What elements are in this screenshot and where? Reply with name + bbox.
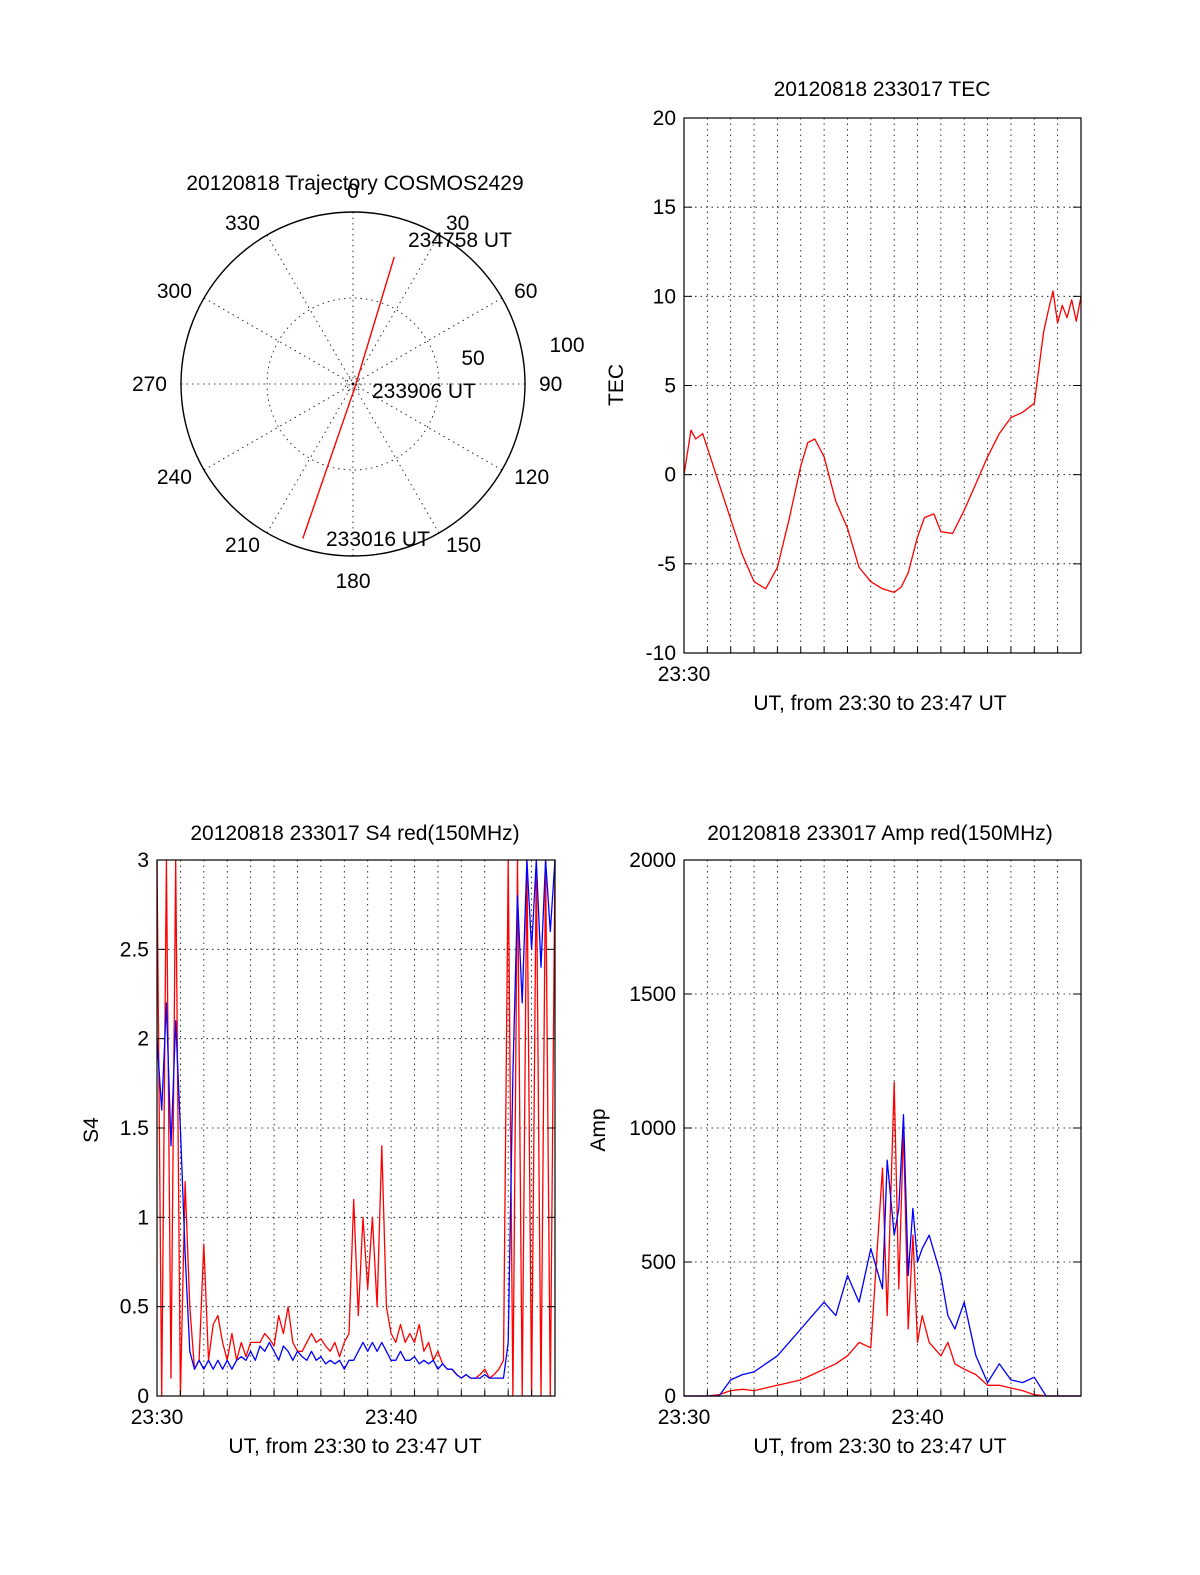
polar-trajectory-panel: 20120818 Trajectory COSMOS2429 0 30 60 90 12… bbox=[132, 172, 585, 593]
s4-series bbox=[156, 859, 556, 1397]
polar-labels: 0 30 60 90 120 150 180 210 240 270 300 330 50 100 bbox=[132, 180, 585, 593]
amp-ytick-label: 500 bbox=[641, 1251, 676, 1274]
polar-time-annotation: 234758 UT bbox=[408, 229, 512, 252]
tec-title: 20120818 233017 TEC bbox=[774, 78, 991, 101]
tec-ytick-label: 5 bbox=[664, 375, 676, 398]
polar-trajectory-line-0 bbox=[302, 256, 395, 539]
amp-ytick-label: 0 bbox=[664, 1385, 676, 1408]
polar-angle-label: 300 bbox=[157, 280, 192, 303]
polar-angle-label: 150 bbox=[446, 534, 481, 557]
polar-angle-label: 120 bbox=[514, 466, 549, 489]
s4-ytick-label: 2.5 bbox=[120, 938, 149, 961]
polar-angle-label: 90 bbox=[539, 373, 562, 396]
amp-ytick-label: 2000 bbox=[629, 849, 676, 872]
polar-ring bbox=[266, 297, 440, 471]
tec-ytick-label: 10 bbox=[653, 285, 676, 308]
polar-angle-label: 330 bbox=[225, 212, 260, 235]
polar-spoke bbox=[352, 234, 440, 385]
s4-ytick-label: 1.5 bbox=[120, 1117, 149, 1140]
amp-panel: 20120818 233017 Amp red(150MHz) 0 500 1000… bbox=[587, 822, 1082, 1458]
amp-xtick-label: 23:40 bbox=[891, 1406, 944, 1429]
s4-ytick-label: 1 bbox=[137, 1206, 149, 1229]
amp-series-line-1 bbox=[684, 1113, 1081, 1397]
polar-spoke bbox=[352, 383, 503, 471]
polar-radial-label: 100 bbox=[549, 334, 584, 357]
tec-ticks: -10 -5 0 5 10 15 20 23:30 bbox=[646, 107, 1082, 686]
s4-title: 20120818 233017 S4 red(150MHz) bbox=[190, 822, 519, 845]
amp-grid bbox=[684, 859, 1081, 1397]
s4-xtick-label: 23:40 bbox=[365, 1406, 418, 1429]
polar-angle-label: 180 bbox=[335, 570, 370, 593]
amp-ylabel: Amp bbox=[587, 1108, 610, 1151]
polar-angle-label: 30 bbox=[446, 212, 469, 235]
s4-xtick-label: 23:30 bbox=[131, 1406, 184, 1429]
polar-spoke bbox=[352, 297, 503, 385]
s4-ticks: 0 0.5 1 1.5 2 2.5 3 23:30 23:40 bbox=[120, 849, 556, 1429]
tec-ytick-label: 20 bbox=[653, 107, 676, 130]
amp-xlabel: UT, from 23:30 to 23:47 UT bbox=[753, 1435, 1006, 1458]
polar-series bbox=[302, 256, 395, 539]
polar-grid bbox=[180, 211, 526, 557]
polar-spoke bbox=[352, 383, 440, 534]
polar-ring bbox=[348, 379, 358, 389]
polar-time-annotation: 233906 UT bbox=[372, 380, 476, 403]
s4-series-line-1 bbox=[156, 859, 556, 1379]
polar-annotations: 234758 UT 233906 UT 233016 UT bbox=[326, 229, 512, 551]
s4-ytick-label: 3 bbox=[137, 849, 149, 872]
polar-spoke bbox=[203, 297, 354, 385]
polar-angle-label: 0 bbox=[347, 180, 359, 203]
tec-ytick-label: -10 bbox=[646, 642, 676, 665]
tec-ytick-label: 0 bbox=[664, 464, 676, 487]
tec-grid bbox=[684, 117, 1081, 654]
s4-ylabel: S4 bbox=[80, 1117, 103, 1143]
tec-ylabel: TEC bbox=[605, 364, 628, 406]
amp-ytick-label: 1500 bbox=[629, 983, 676, 1006]
s4-grid bbox=[157, 859, 555, 1397]
tec-ytick-label: -5 bbox=[657, 553, 676, 576]
amp-ytick-label: 1000 bbox=[629, 1117, 676, 1140]
tec-ytick-label: 15 bbox=[653, 196, 676, 219]
polar-angle-label: 240 bbox=[157, 466, 192, 489]
polar-radial-label: 50 bbox=[461, 347, 484, 370]
tec-series-line-0 bbox=[683, 290, 1082, 594]
polar-title: 20120818 Trajectory COSMOS2429 bbox=[186, 172, 523, 195]
amp-series bbox=[684, 1081, 1081, 1397]
polar-angle-label: 270 bbox=[132, 373, 167, 396]
polar-outer-circle bbox=[180, 211, 526, 557]
amp-ticks: 0 500 1000 1500 2000 23:30 23:40 bbox=[629, 849, 1082, 1429]
polar-angle-label: 60 bbox=[514, 280, 537, 303]
s4-ytick-label: 0.5 bbox=[120, 1296, 149, 1319]
s4-ytick-label: 0 bbox=[137, 1385, 149, 1408]
amp-xtick-label: 23:30 bbox=[658, 1406, 711, 1429]
polar-angle-label: 210 bbox=[225, 534, 260, 557]
s4-ytick-label: 2 bbox=[137, 1028, 149, 1051]
amp-series-line-0 bbox=[684, 1081, 1081, 1397]
polar-time-annotation: 233016 UT bbox=[326, 528, 430, 551]
tec-xtick-label: 23:30 bbox=[658, 663, 711, 686]
tec-series bbox=[683, 290, 1082, 594]
polar-spoke bbox=[266, 383, 354, 534]
tec-xlabel: UT, from 23:30 to 23:47 UT bbox=[753, 692, 1006, 715]
tec-panel: 20120818 233017 TEC -10 -5 0 5 10 15 20 23:30 T… bbox=[605, 78, 1082, 715]
s4-series-line-0 bbox=[156, 859, 556, 1397]
s4-xlabel: UT, from 23:30 to 23:47 UT bbox=[228, 1435, 481, 1458]
amp-title: 20120818 233017 Amp red(150MHz) bbox=[707, 822, 1053, 845]
polar-spoke bbox=[203, 383, 354, 471]
s4-panel: 20120818 233017 S4 red(150MHz) 0 0.5 1 1.5 2… bbox=[80, 822, 556, 1458]
polar-spoke bbox=[266, 234, 354, 385]
